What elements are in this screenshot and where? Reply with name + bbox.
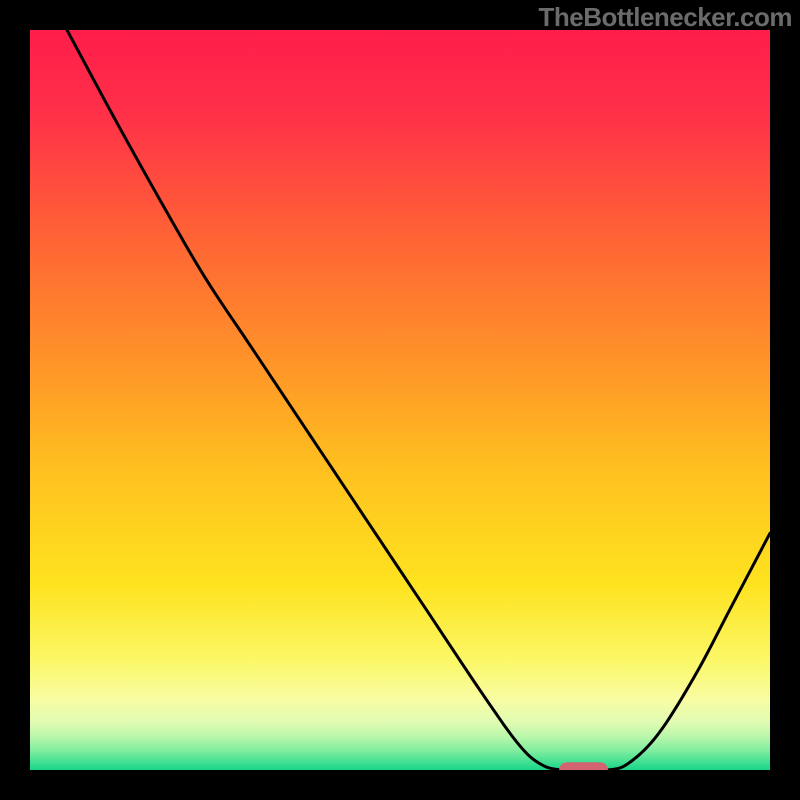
watermark-text: TheBottlenecker.com <box>539 2 792 33</box>
plot-svg <box>30 30 770 770</box>
gradient-background <box>30 30 770 770</box>
plot-area <box>30 30 770 770</box>
chart-container: TheBottlenecker.com <box>0 0 800 800</box>
optimal-marker <box>559 762 608 770</box>
